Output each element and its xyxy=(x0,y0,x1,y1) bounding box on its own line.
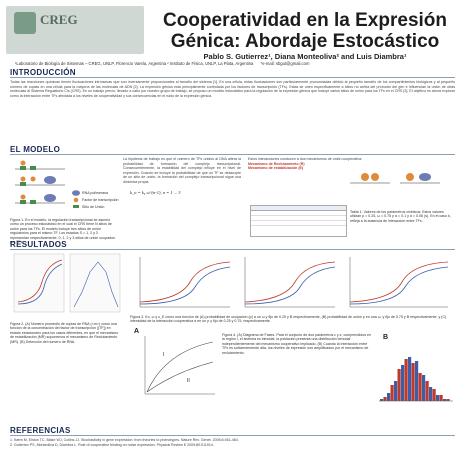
histogram-bar xyxy=(432,389,436,401)
histogram-bar xyxy=(380,399,384,401)
fig2-charts xyxy=(13,253,121,313)
histogram-bar xyxy=(404,359,408,401)
mech-reclutamiento: Mecanismo de Reclutamiento (R) xyxy=(248,161,305,166)
intro-heading: INTRODUCCIÓN xyxy=(10,68,76,77)
fig4-histogram xyxy=(379,357,453,402)
results-section: RESULTADOS xyxy=(10,240,455,250)
creg-logo: CREG xyxy=(6,6,144,54)
site-legend-icon xyxy=(73,205,79,208)
histogram-bar xyxy=(436,395,440,401)
model-section: EL MODELO xyxy=(10,145,455,155)
title-line-1: Cooperatividad en la Expresión xyxy=(162,10,448,31)
model-col3: Estos interacciones conducen a dos mecan… xyxy=(248,157,453,171)
fig3-panel-a xyxy=(139,257,231,308)
fig4-phase-diagram: I II xyxy=(144,336,215,395)
histogram-bar xyxy=(425,381,429,401)
legend-site: Sitio de Unión xyxy=(82,205,105,209)
histogram-bar xyxy=(411,363,415,401)
fig4-panel-b-letter: B xyxy=(383,334,389,341)
fig1-caption: Figura 1. En el modelo, la regulación tr… xyxy=(10,218,115,245)
references-section: REFERENCIAS 1. Kærn M, Elston TC, Blake … xyxy=(10,426,455,447)
table-caption: Tabla 1. Valores de los parámetros cinét… xyxy=(350,210,451,223)
logo-text: CREG xyxy=(40,12,78,27)
histogram-bar xyxy=(418,373,422,401)
histogram-bar xyxy=(446,399,450,401)
affiliation: ¹Laboratorio de Biología de Sistemas – C… xyxy=(15,61,455,66)
col3-heading: Estos interacciones conducen a dos mecan… xyxy=(248,157,363,161)
legend-tf: Factor de transcripción xyxy=(82,198,119,202)
fig3-panel-c xyxy=(349,257,449,308)
email: *e-mail: sbgut@gmail.com xyxy=(260,61,310,66)
histogram-bar xyxy=(394,381,398,401)
title-line-2: Génica: Abordaje Estocástico xyxy=(170,31,440,52)
intro-section: INTRODUCCIÓN Todas las reacciones químic… xyxy=(10,68,455,98)
histogram-bar xyxy=(443,399,447,401)
histogram-bar xyxy=(439,395,443,401)
svg-text:II: II xyxy=(187,378,190,384)
diagram-state-2 xyxy=(15,176,65,186)
rnap-legend-icon xyxy=(72,190,80,196)
fig3-charts xyxy=(139,257,449,308)
results-heading: RESULTADOS xyxy=(10,240,67,249)
header-logo-area: CREG xyxy=(0,0,150,62)
authors: Pablo S. Gutierrez¹, Diana Monteoliva² a… xyxy=(203,52,407,61)
model-heading: EL MODELO xyxy=(10,145,61,154)
legend-rnap: RNA polimerasa xyxy=(82,191,108,195)
mech-estabilizacion: Mecanismo de estabilización (E) xyxy=(248,166,304,171)
histogram-bar xyxy=(415,361,419,401)
fig3-caption: Figura 3. Ko, ω y κ_E como una función d… xyxy=(130,315,447,324)
refs-heading: REFERENCIAS xyxy=(10,426,71,435)
svg-text:I: I xyxy=(163,352,164,358)
diagram-state-3 xyxy=(15,194,65,204)
diagram-legend-labels: RNA polimerasa Factor de transcripción S… xyxy=(82,190,119,211)
histogram-bar xyxy=(397,369,401,401)
results-rule xyxy=(10,249,455,250)
histogram-bars xyxy=(380,357,450,401)
model-col2-text: La hipótesis de trabajo es que el número… xyxy=(123,157,241,184)
model-rule xyxy=(10,154,455,155)
diagram-state-1 xyxy=(15,160,65,170)
logo-mark-icon xyxy=(14,12,36,34)
fig4-caption: Figura 4. (A) Diagrama de Fases. Para el… xyxy=(222,333,372,355)
poster-title: Cooperatividad en la Expresión Génica: A… xyxy=(150,10,460,52)
intro-text: Todas las reacciones químicas tienen flu… xyxy=(10,80,455,98)
ref-1: 1. Kærn M, Elston TC, Blake WJ, Collins … xyxy=(10,438,239,442)
fig3-panel-b xyxy=(244,257,336,308)
histogram-bar xyxy=(422,375,426,401)
histogram-bar xyxy=(390,385,394,401)
refs-rule xyxy=(10,435,455,436)
histogram-bar xyxy=(401,365,405,401)
fig2-caption: Figura 2. (A) Número promedio de copias … xyxy=(10,322,119,344)
histogram-bar xyxy=(383,397,387,401)
fig4-panel-a-letter: A xyxy=(134,328,140,335)
model-diagram xyxy=(15,160,80,208)
affiliation-text: ¹Laboratorio de Biología de Sistemas – C… xyxy=(15,61,254,66)
histogram-bar xyxy=(429,387,433,401)
parameter-table xyxy=(250,205,347,237)
diagram-legend xyxy=(72,190,80,208)
intro-rule xyxy=(10,77,455,78)
ref-2: 2. Gutierrez PS, Monteoliva D, Diambra L… xyxy=(10,442,214,447)
histogram-bar xyxy=(387,393,391,401)
tf-legend-icon xyxy=(73,197,79,203)
cooperation-diagram xyxy=(350,173,440,184)
histogram-bar xyxy=(408,357,412,401)
model-equation: k_n = k₀ ω^(n-1), n = 1 ... 3 xyxy=(130,190,181,195)
